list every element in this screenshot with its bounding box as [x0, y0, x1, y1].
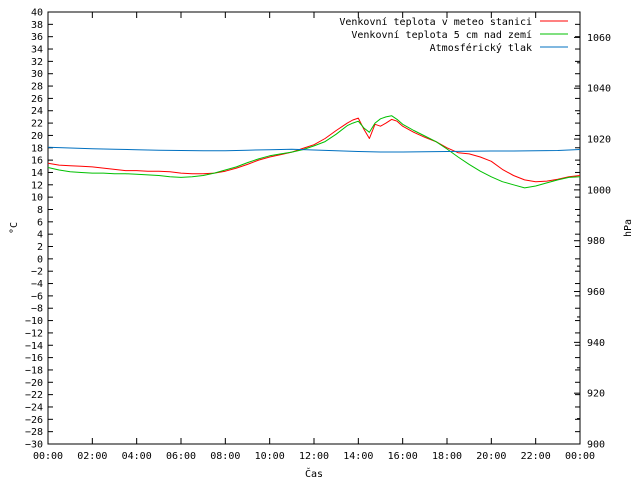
y-tick-label: −10: [25, 316, 43, 327]
y-tick-label: 38: [31, 20, 43, 31]
x-tick-label: 04:00: [122, 451, 152, 462]
y-axis-label: °C: [9, 222, 20, 234]
y-tick-label: −20: [25, 378, 43, 389]
y-tick-label: −2: [31, 267, 43, 278]
x-tick-label: 00:00: [565, 451, 595, 462]
series-line-2: [47, 115, 581, 189]
y-tick-label: 8: [37, 205, 43, 216]
y-tick-label: 14: [31, 168, 43, 179]
y-tick-label: 26: [31, 94, 43, 105]
series-line-1: [47, 117, 581, 183]
y2-tick-label: 940: [587, 338, 605, 349]
y2-tick-label: 980: [587, 236, 605, 247]
y2-tick-label: 920: [587, 389, 605, 400]
y-tick-label: −24: [25, 402, 43, 413]
y-tick-label: −8: [31, 304, 43, 315]
legend-label-series-2: Venkovní teplota 5 cm nad zemí: [351, 29, 532, 41]
y-tick-label: 0: [37, 254, 43, 265]
y-tick-label: −18: [25, 365, 43, 376]
y-tick-label: −30: [25, 440, 43, 451]
y-tick-label: 10: [31, 193, 43, 204]
x-tick-label: 02:00: [77, 451, 107, 462]
x-tick-label: 06:00: [166, 451, 196, 462]
y-tick-label: 28: [31, 82, 43, 93]
x-tick-label: 16:00: [388, 451, 418, 462]
y-tick-label: 32: [31, 57, 43, 68]
y-tick-label: −12: [25, 328, 43, 339]
y-tick-label: 18: [31, 143, 43, 154]
plot-frame: [47, 11, 581, 445]
y2-tick-label: 1040: [587, 84, 611, 95]
y-tick-label: 24: [31, 106, 43, 117]
y-tick-label: −16: [25, 353, 43, 364]
y-tick-label: 6: [37, 217, 43, 228]
y-tick-label: 22: [31, 119, 43, 130]
x-tick-label: 10:00: [255, 451, 285, 462]
y-tick-label: 30: [31, 69, 43, 80]
y2-tick-label: 960: [587, 287, 605, 298]
y2-tick-label: 1060: [587, 33, 611, 44]
y2-axis-tick-labels: 1060 1040 1020 1000 980 960 940 920 900: [587, 33, 611, 451]
legend: Venkovní teplota v meteo stanici Venkovn…: [339, 16, 568, 54]
y-tick-label: 34: [31, 45, 43, 56]
x-tick-label: 00:00: [33, 451, 63, 462]
y-tick-label: 36: [31, 32, 43, 43]
y2-tick-label: 900: [587, 440, 605, 451]
x-tick-label: 12:00: [299, 451, 329, 462]
x-tick-label: 14:00: [343, 451, 373, 462]
series-lines: [47, 115, 581, 189]
y-tick-label: 40: [31, 8, 43, 19]
x-tick-label: 22:00: [521, 451, 551, 462]
y-tick-label: −14: [25, 341, 43, 352]
x-tick-label: 18:00: [432, 451, 462, 462]
y-tick-label: −22: [25, 390, 43, 401]
legend-label-series-1: Venkovní teplota v meteo stanici: [339, 16, 532, 28]
y-axis-tick-labels: 4038363432302826242220181614121086420−2−…: [25, 8, 43, 451]
y2-tick-label: 1000: [587, 185, 611, 196]
y-tick-label: 16: [31, 156, 43, 167]
legend-label-series-3: Atmosférický tlak: [430, 42, 532, 54]
y-tick-label: −26: [25, 415, 43, 426]
axis-ticks: [47, 11, 581, 445]
y-tick-label: 12: [31, 180, 43, 191]
y2-tick-label: 1020: [587, 135, 611, 146]
x-tick-label: 08:00: [210, 451, 240, 462]
y-tick-label: −28: [25, 427, 43, 438]
y-tick-label: −6: [31, 291, 43, 302]
x-axis-tick-labels: 00:00 02:00 04:00 06:00 08:00 10:00 12:00 14:00…: [33, 451, 595, 462]
series-line-3: [47, 146, 581, 153]
y2-axis-label: hPa: [623, 219, 634, 237]
y-tick-label: 2: [37, 242, 43, 253]
y-tick-label: −4: [31, 279, 43, 290]
y-tick-label: 20: [31, 131, 43, 142]
y-tick-label: 4: [37, 230, 43, 241]
x-tick-label: 20:00: [476, 451, 506, 462]
x-axis-label: Čas: [305, 467, 323, 480]
